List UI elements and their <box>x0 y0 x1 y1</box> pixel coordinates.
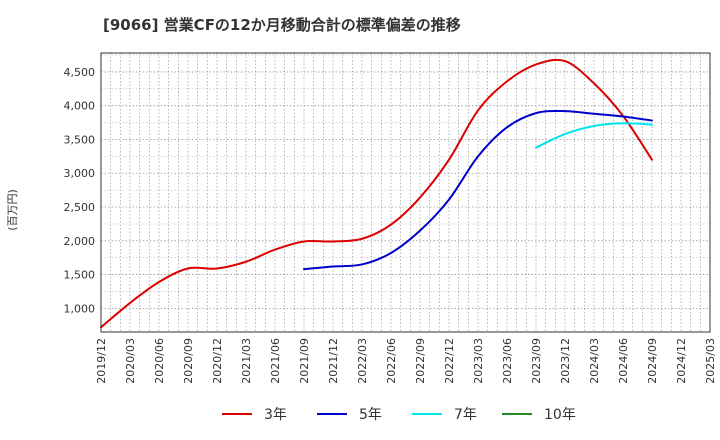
x-tick-label-6: 2021/06 <box>269 338 282 384</box>
x-tick-label-18: 2024/06 <box>617 338 630 384</box>
y-tick-label-6: 4,000 <box>64 100 96 113</box>
chart-title: [9066] 営業CFの12か月移動合計の標準偏差の推移 <box>103 16 461 34</box>
y-tick-label-2: 2,000 <box>64 235 96 248</box>
x-ticks: 2019/12 2020/03 2020/06 2020/09 2020/12 2021/… <box>95 338 717 384</box>
x-tick-label-14: 2023/06 <box>501 338 514 384</box>
x-tick-label-1: 2020/03 <box>124 338 137 384</box>
x-tick-label-4: 2020/12 <box>211 338 224 384</box>
legend-label-0: 3年 <box>264 407 287 423</box>
x-tick-label-2: 2020/06 <box>153 338 166 384</box>
grid <box>101 53 710 332</box>
x-tick-label-3: 2020/09 <box>182 338 195 384</box>
y-tick-label-4: 3,000 <box>64 167 96 180</box>
y-tick-label-5: 3,500 <box>64 133 96 146</box>
y-tick-label-7: 4,500 <box>64 66 96 79</box>
series-layer <box>100 58 653 329</box>
series-line-0 <box>100 58 653 329</box>
y-tick-label-1: 1,500 <box>64 269 96 282</box>
x-tick-label-17: 2024/03 <box>588 338 601 384</box>
x-tick-label-16: 2023/12 <box>559 338 572 384</box>
x-tick-label-15: 2023/09 <box>530 338 543 384</box>
y-tick-label-0: 1,000 <box>64 302 96 315</box>
x-tick-label-7: 2021/09 <box>298 338 311 384</box>
y-axis-label: (百万円) <box>6 189 19 231</box>
x-tick-label-21: 2025/03 <box>704 338 717 384</box>
legend-label-3: 10年 <box>544 407 576 423</box>
y-tick-label-3: 2,500 <box>64 201 96 214</box>
legend: 3年 5年 7年 10年 <box>222 407 576 423</box>
plot-frame <box>100 52 711 333</box>
y-ticks: 1,000 1,500 2,000 2,500 3,000 3,500 4,000 4,500 <box>64 66 96 315</box>
x-tick-label-10: 2022/06 <box>385 338 398 384</box>
x-tick-label-12: 2022/12 <box>443 338 456 384</box>
x-tick-label-0: 2019/12 <box>95 338 108 384</box>
series-line-2 <box>535 122 653 149</box>
series-line-1 <box>303 109 653 271</box>
legend-label-1: 5年 <box>359 407 382 423</box>
x-tick-label-11: 2022/09 <box>414 338 427 384</box>
x-tick-label-19: 2024/09 <box>646 338 659 384</box>
x-tick-label-9: 2022/03 <box>356 338 369 384</box>
x-tick-label-13: 2023/03 <box>472 338 485 384</box>
legend-label-2: 7年 <box>454 407 477 423</box>
x-tick-label-5: 2021/03 <box>240 338 253 384</box>
x-tick-label-20: 2024/12 <box>675 338 688 384</box>
x-tick-label-8: 2021/12 <box>327 338 340 384</box>
